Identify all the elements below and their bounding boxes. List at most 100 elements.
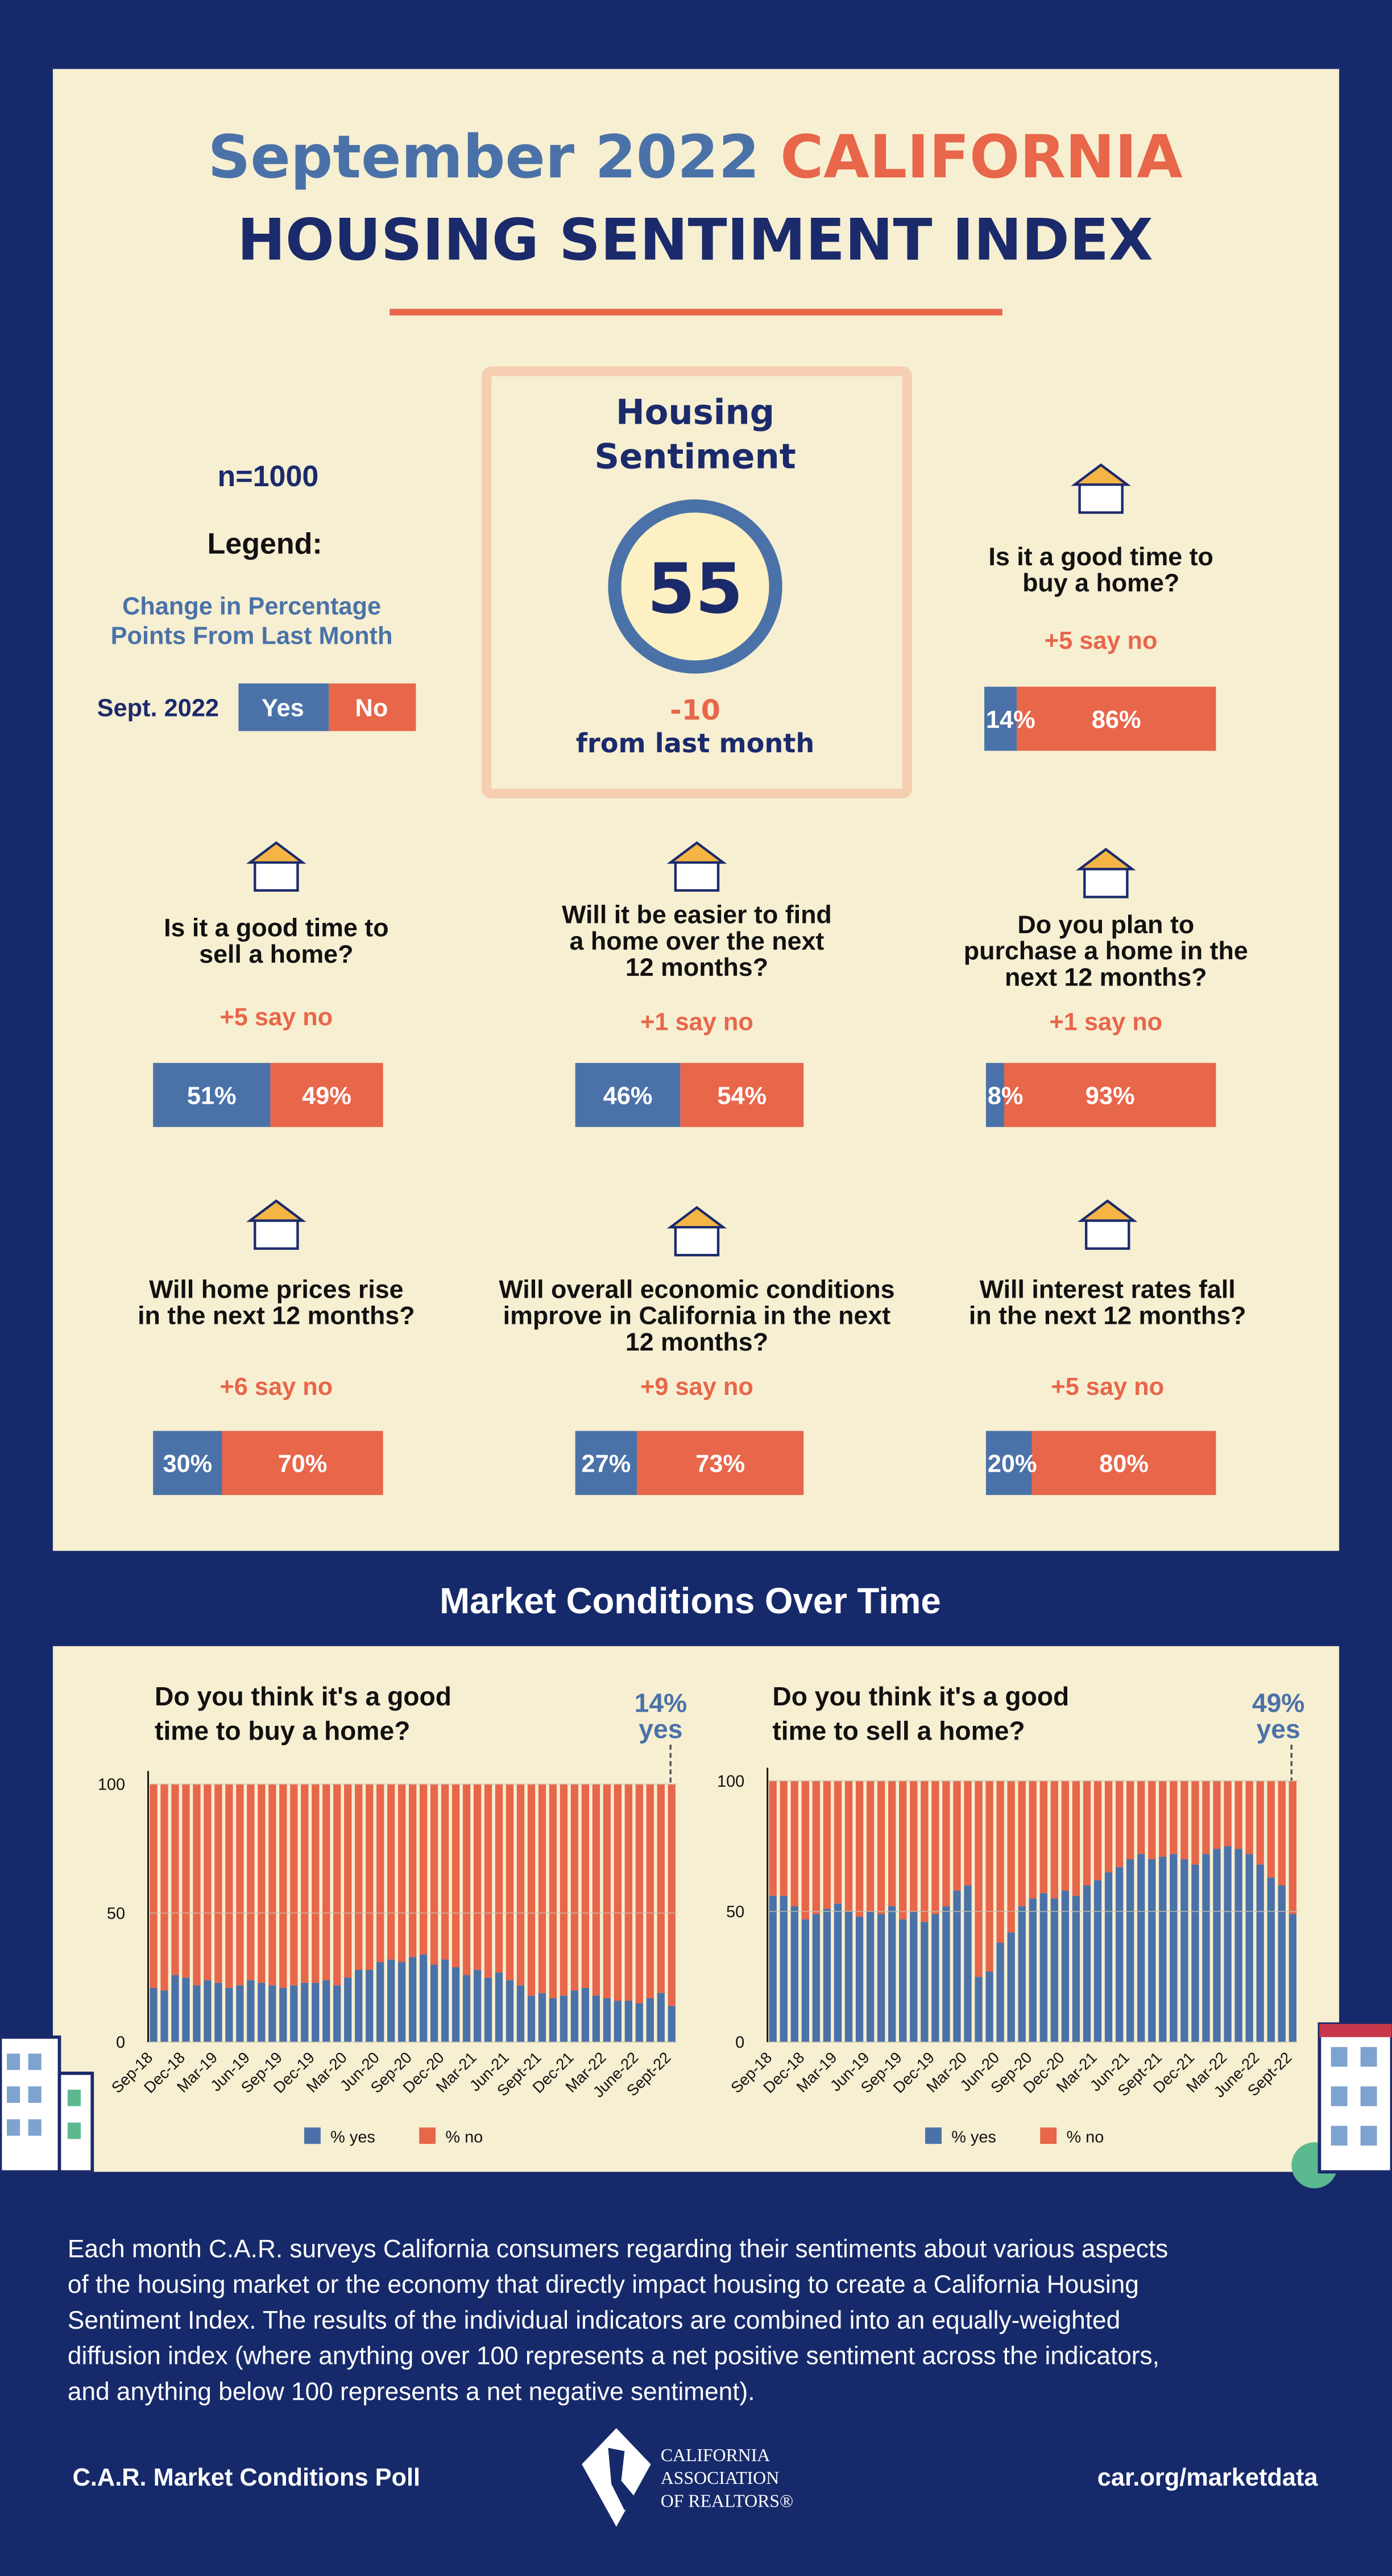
- bar-segment: [635, 2003, 643, 2043]
- bar-segment: [1202, 1780, 1210, 1854]
- bar-segment: [1115, 1780, 1124, 1867]
- bar-segment: [1148, 1780, 1156, 1859]
- bar-yes: [153, 1063, 271, 1127]
- bar-segment: [1018, 1906, 1026, 2043]
- bar-segment: [1039, 1893, 1047, 2043]
- legend-label: Sept. 2022: [97, 695, 219, 722]
- sentiment-title: Sentiment: [594, 437, 796, 477]
- chart-annotation: yes: [1257, 1714, 1300, 1744]
- legend-label: % no: [445, 2128, 483, 2146]
- bar-segment: [1104, 1872, 1113, 2043]
- bar-segment: [1137, 1854, 1145, 2043]
- legend-title: Legend:: [208, 528, 322, 561]
- bar-segment: [581, 1987, 590, 2043]
- question-icon: [246, 841, 306, 864]
- bar-segment: [877, 1780, 885, 1914]
- chart-title: Do you think it's a good: [155, 1682, 451, 1711]
- bar-segment: [290, 1985, 298, 2043]
- bar-segment: [549, 1784, 557, 1998]
- bar-no-label: 49%: [302, 1082, 351, 1109]
- bar-segment: [1202, 1854, 1210, 2043]
- question-text: a home over the next: [570, 927, 825, 955]
- question-change: +5 say no: [1045, 627, 1158, 655]
- legend-note: Points From Last Month: [111, 623, 393, 650]
- bar-segment: [333, 1784, 341, 1986]
- bar-segment: [527, 1784, 536, 1996]
- bar-segment: [614, 2001, 622, 2043]
- bar-segment: [182, 1977, 190, 2043]
- bar-segment: [581, 1784, 590, 1988]
- question-text: Will overall economic conditions: [499, 1275, 894, 1303]
- bar-segment: [985, 1780, 993, 1972]
- bar-segment: [1007, 1780, 1015, 1933]
- bar-segment: [1137, 1780, 1145, 1854]
- y-tick-label: 0: [116, 2034, 125, 2052]
- bar-segment: [1061, 1780, 1070, 1891]
- bar-segment: [398, 1962, 406, 2043]
- question-text: purchase a home in the: [964, 937, 1248, 965]
- description-line: diffusion index (where anything over 100…: [68, 2342, 1159, 2370]
- question-icon: [666, 1206, 727, 1229]
- bar-segment: [258, 1982, 266, 2043]
- bar-segment: [182, 1784, 190, 1978]
- question-icon: [1083, 866, 1129, 898]
- bar-segment: [646, 1784, 654, 1998]
- bar-segment: [473, 1784, 482, 1970]
- bar-segment: [419, 1954, 428, 2043]
- bar-yes: [575, 1431, 637, 1496]
- question-text: Is it a good time to: [164, 914, 388, 942]
- bar-segment: [333, 1985, 341, 2043]
- bar-segment: [538, 1993, 546, 2043]
- bar-segment: [495, 1972, 503, 2043]
- y-tick-label: 0: [735, 2034, 744, 2052]
- sentiment-value: 55: [647, 549, 743, 629]
- bar-segment: [344, 1977, 352, 2043]
- bar-no-label: 86%: [1092, 706, 1141, 734]
- bar-segment: [614, 1784, 622, 2001]
- bar-segment: [1256, 1780, 1264, 1865]
- question-text: Do you plan to: [1017, 910, 1194, 939]
- footer-left: C.A.R. Market Conditions Poll: [73, 2464, 420, 2491]
- logo-mark: [582, 2428, 651, 2527]
- bar-segment: [1267, 1877, 1275, 2043]
- title-line1: September 2022 CALIFORNIA: [208, 122, 1182, 192]
- bar-segment: [985, 1972, 993, 2043]
- building-left: [0, 2035, 94, 2174]
- logo-text: OF REALTORS®: [661, 2491, 793, 2511]
- legend-label: % yes: [330, 2128, 375, 2146]
- bar-segment: [1083, 1780, 1091, 1886]
- bar-segment: [866, 1780, 875, 1912]
- bar-segment: [668, 2006, 676, 2043]
- bar-segment: [866, 1911, 875, 2043]
- bar-segment: [877, 1914, 885, 2043]
- bar-segment: [657, 1993, 665, 2043]
- bar-segment: [1289, 1780, 1296, 1914]
- chart-annotation: 49%: [1252, 1688, 1305, 1717]
- bar-segment: [1083, 1885, 1091, 2043]
- bar-segment: [462, 1784, 471, 1976]
- bar-segment: [812, 1914, 821, 2043]
- question-icon: [1076, 847, 1136, 871]
- bar-segment: [910, 1911, 918, 2043]
- bar-segment: [1050, 1780, 1059, 1899]
- bar-segment: [668, 1784, 676, 2006]
- bar-segment: [247, 1784, 255, 1981]
- bar-segment: [366, 1970, 374, 2043]
- bar-segment: [769, 1780, 777, 1896]
- question-icon: [666, 841, 727, 864]
- bar-segment: [570, 1990, 579, 2043]
- sentiment-change-note: from last month: [576, 728, 814, 759]
- question-text: Will interest rates fall: [980, 1275, 1236, 1303]
- bar-segment: [823, 1780, 831, 1909]
- bar-segment: [171, 1784, 179, 1976]
- question-text: 12 months?: [625, 953, 768, 981]
- bar-segment: [899, 1919, 907, 2043]
- bar-segment: [1170, 1780, 1178, 1854]
- bar-segment: [538, 1784, 546, 1993]
- bar-segment: [855, 1916, 864, 2043]
- bar-segment: [1278, 1780, 1286, 1886]
- bar-no: [637, 1431, 804, 1496]
- bar-segment: [812, 1780, 821, 1914]
- bar-segment: [1072, 1780, 1080, 1896]
- bar-segment: [1245, 1854, 1253, 2043]
